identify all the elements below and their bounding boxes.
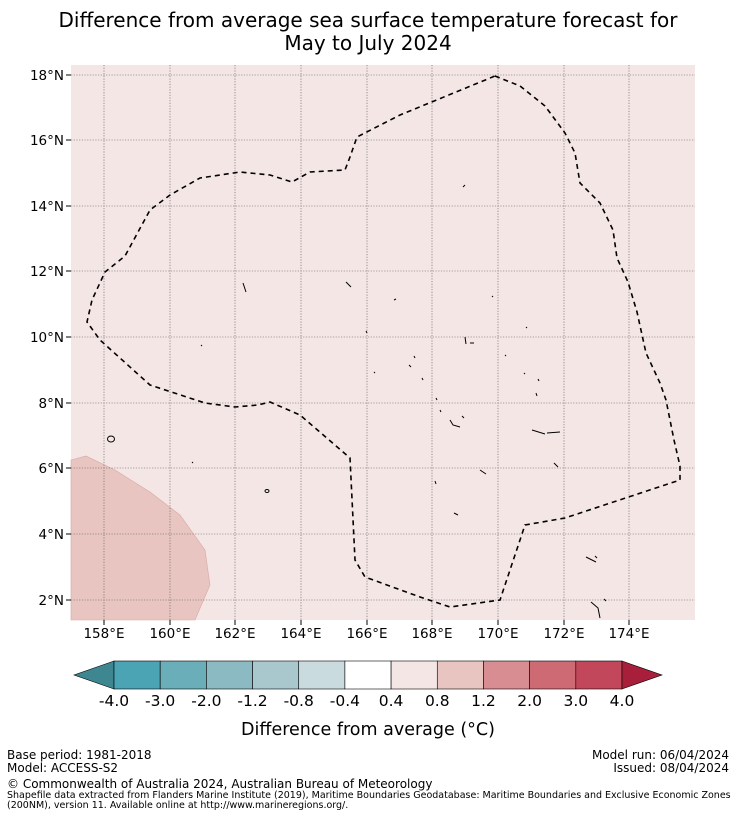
lat-label: 2°N [39, 593, 64, 609]
lat-label: 8°N [39, 396, 64, 412]
island [449, 415, 465, 428]
island [531, 429, 561, 435]
lon-label: 166°E [346, 626, 387, 642]
colorbar-segment [344, 660, 392, 690]
colorbar-label: 4.0 [610, 692, 635, 710]
island [393, 298, 397, 301]
colorbar-label: -0.8 [284, 692, 314, 710]
lat-label: 16°N [30, 133, 64, 149]
lon-label: 174°E [608, 626, 649, 642]
model-run: Model run: 06/04/2024 [591, 748, 729, 762]
colorbar-label: 1.2 [471, 692, 496, 710]
colorbar-segment [529, 660, 577, 690]
copyright: © Commonwealth of Australia 2024, Austra… [7, 777, 433, 791]
colorbar-label: 0.4 [379, 692, 404, 710]
colorbar-arrow-low [73, 660, 115, 690]
colorbar-label: 3.0 [563, 692, 588, 710]
lon-label: 168°E [411, 626, 452, 642]
island [421, 377, 442, 413]
island [464, 336, 474, 345]
colorbar-label: -4.0 [99, 692, 129, 710]
colorbar-label: -2.0 [191, 692, 221, 710]
longitude-labels: 158°E 160°E 162°E 164°E 166°E 168°E 170°… [83, 626, 649, 642]
colorbar-segment [575, 660, 623, 690]
colorbar-label: 0.8 [425, 692, 450, 710]
model-name: Model: ACCESS-S2 [7, 761, 119, 775]
colorbar-segment [206, 660, 253, 690]
island [242, 282, 247, 293]
colorbar-label: -1.2 [237, 692, 267, 710]
island [553, 462, 598, 563]
lat-label: 4°N [39, 527, 64, 543]
island [491, 295, 494, 298]
tick-marks [66, 74, 630, 625]
anomaly-patch [70, 455, 211, 621]
map-title-line2: May to July 2024 [284, 31, 452, 55]
lat-label: 10°N [30, 330, 64, 346]
colorbar-segment [436, 660, 484, 690]
shapefile-credit-line2: (200NM), version 11. Available online at… [7, 800, 349, 811]
lon-label: 164°E [280, 626, 321, 642]
island [107, 435, 115, 443]
colorbar-segment [159, 660, 207, 690]
island [462, 184, 466, 188]
colorbar-segment [390, 660, 438, 690]
lon-label: 172°E [543, 626, 584, 642]
island [345, 281, 352, 288]
colorbar-label: -3.0 [145, 692, 175, 710]
colorbar [73, 660, 663, 690]
eez-boundary [86, 75, 681, 608]
island [191, 330, 540, 464]
lon-label: 158°E [83, 626, 124, 642]
island [408, 355, 416, 368]
colorbar-arrow-high [621, 660, 663, 690]
colorbar-title: Difference from average (°C) [241, 720, 495, 740]
colorbar-labels: -4.0 -3.0 -2.0 -1.2 -0.8 -0.4 0.4 0.8 1.2 2.0 3.0 4… [99, 692, 634, 710]
island [264, 489, 270, 493]
islands [107, 184, 607, 619]
map-title-line1: Difference from average sea surface temp… [58, 8, 678, 32]
issued-date: Issued: 08/04/2024 [613, 761, 729, 775]
colorbar-segment [483, 660, 530, 690]
lat-label: 14°N [30, 199, 64, 215]
colorbar-label: 2.0 [517, 692, 542, 710]
island [525, 326, 528, 329]
colorbar-segment [252, 660, 300, 690]
lon-label: 160°E [149, 626, 190, 642]
gridlines [71, 65, 695, 620]
colorbar-label: -0.4 [330, 692, 360, 710]
lat-label: 6°N [39, 461, 64, 477]
island [590, 598, 607, 619]
colorbar-segment [113, 660, 161, 690]
island [434, 469, 487, 516]
lat-label: 18°N [30, 68, 64, 84]
latitude-labels: 18°N 16°N 14°N 12°N 10°N 8°N 6°N 4°N 2°N [30, 68, 64, 609]
shapefile-credit-line1: Shapefile data extracted from Flanders M… [7, 790, 731, 801]
colorbar-segment [298, 660, 346, 690]
base-period: Base period: 1981-2018 [7, 748, 152, 762]
lon-label: 162°E [214, 626, 255, 642]
lon-label: 170°E [477, 626, 518, 642]
lat-label: 12°N [30, 264, 64, 280]
